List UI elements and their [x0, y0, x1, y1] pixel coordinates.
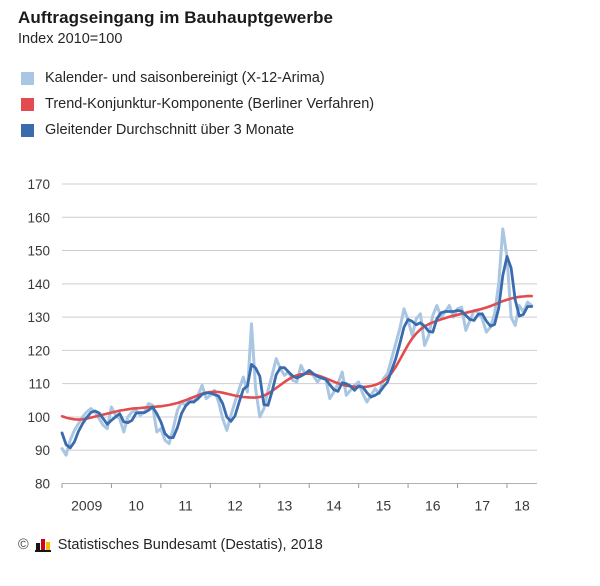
- x-axis: 2009 10 11 12 13 14 15 16 17 18: [61, 483, 530, 514]
- legend-item-seasonal: Kalender- und saisonbereinigt (X-12-Arim…: [21, 70, 374, 86]
- y-tick-label: 80: [35, 477, 50, 492]
- copyright-symbol: ©: [18, 537, 29, 553]
- y-tick-label: 170: [27, 177, 50, 192]
- y-tick-label: 150: [27, 244, 50, 259]
- x-tick-label: 11: [178, 498, 193, 514]
- legend-item-trend: Trend-Konjunktur-Komponente (Berliner Ve…: [21, 96, 374, 112]
- x-tick-label: 16: [425, 498, 441, 514]
- legend-label-ma3: Gleitender Durchschnitt über 3 Monate: [45, 122, 295, 138]
- source-text: Statistisches Bundesamt (Destatis), 2018: [57, 537, 323, 553]
- y-tick-label: 140: [27, 277, 50, 292]
- legend-label-trend: Trend-Konjunktur-Komponente (Berliner Ve…: [45, 96, 375, 112]
- y-axis-labels: 80 90 100 110 120 130 140 150 160 170: [27, 177, 50, 492]
- y-tick-label: 130: [27, 310, 50, 325]
- x-tick-label: 13: [277, 498, 293, 514]
- x-tick-label: 12: [227, 498, 243, 514]
- y-tick-label: 100: [27, 410, 50, 425]
- legend-item-ma3: Gleitender Durchschnitt über 3 Monate: [21, 122, 374, 138]
- destatis-logo-icon: [34, 538, 51, 552]
- x-tick-label: 17: [474, 498, 490, 514]
- x-tick-label: 14: [326, 498, 342, 514]
- legend-swatch-seasonal-icon: [21, 71, 34, 85]
- y-tick-label: 160: [27, 210, 50, 225]
- legend-label-seasonal: Kalender- und saisonbereinigt (X-12-Arim…: [45, 70, 325, 86]
- legend-swatch-trend-icon: [21, 97, 34, 111]
- chart-legend: Kalender- und saisonbereinigt (X-12-Arim…: [21, 70, 374, 148]
- y-tick-label: 90: [35, 443, 50, 458]
- x-tick-label: 15: [376, 498, 392, 514]
- y-tick-label: 120: [27, 343, 50, 358]
- source-line: © Statistisches Bundesamt (Destatis), 20…: [18, 537, 323, 553]
- series-trend: [60, 294, 534, 421]
- x-tick-label: 2009: [71, 498, 102, 514]
- series-ma3: [60, 255, 534, 450]
- legend-swatch-ma3-icon: [21, 123, 34, 137]
- x-tick-label: 18: [514, 498, 530, 514]
- y-gridlines: [62, 183, 537, 484]
- page-title: Auftragseingang im Bauhauptgewerbe: [18, 8, 334, 27]
- line-chart: 80 90 100 110 120 130 140 150 160 170 2009 10 11 12 13…: [27, 177, 537, 514]
- chart-subtitle: Index 2010=100: [18, 31, 123, 47]
- x-tick-label: 10: [128, 498, 144, 514]
- y-tick-label: 110: [28, 377, 50, 392]
